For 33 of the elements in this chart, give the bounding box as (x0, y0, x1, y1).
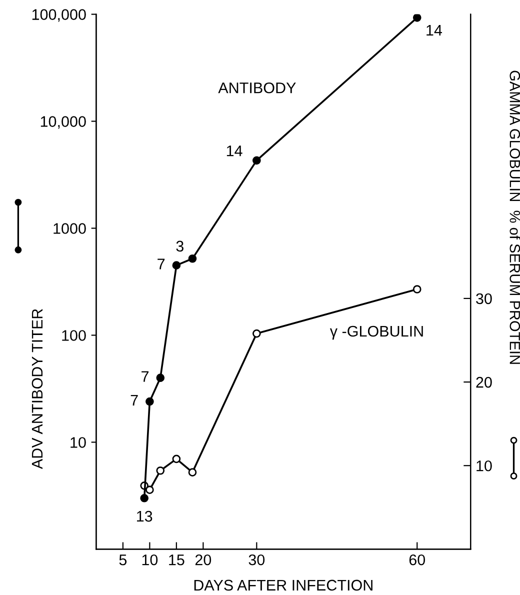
annotation: 13 (137, 510, 152, 522)
y2-tick-label: 20 (476, 376, 492, 388)
y-axis-title: ADV ANTIBODY TITER (32, 309, 43, 470)
y2-tick-label: 30 (476, 293, 492, 304)
x-tick-label: 20 (195, 554, 212, 566)
point (172, 261, 181, 270)
annotation: 14 (426, 24, 442, 36)
y2-axis-title: GAMMA GLOBULIN % of SERUM PROTEIN (510, 70, 520, 364)
annotation: 7 (158, 258, 165, 270)
y-tick-label: 1000 (54, 223, 86, 234)
annotation: γ -GLOBULIN (330, 326, 423, 340)
annotation: 7 (142, 371, 149, 382)
x-tick-label: 5 (119, 554, 127, 566)
point (188, 254, 197, 263)
annotation: 14 (226, 146, 242, 156)
y-tick-label: 10,000 (40, 116, 86, 129)
x-tick-label: 30 (248, 554, 265, 566)
y-tick-label: 100 (62, 330, 86, 341)
annotation: ANTIBODY (218, 82, 296, 94)
point (146, 397, 154, 406)
point (156, 374, 165, 382)
annotation: 7 (130, 394, 138, 406)
x-tick-label: 15 (169, 554, 184, 566)
y-tick-label: 10 (70, 437, 86, 448)
x-axis-title: DAYS AFTER INFECTION (194, 580, 372, 591)
annotation: 3 (176, 240, 184, 252)
y-tick-label: 100,000 (32, 9, 86, 22)
point (412, 14, 422, 22)
point (140, 494, 149, 502)
y2-tick-label: 10 (476, 460, 492, 472)
point (252, 156, 261, 165)
x-tick-label: 10 (142, 554, 158, 566)
x-tick-label: 60 (409, 554, 426, 566)
